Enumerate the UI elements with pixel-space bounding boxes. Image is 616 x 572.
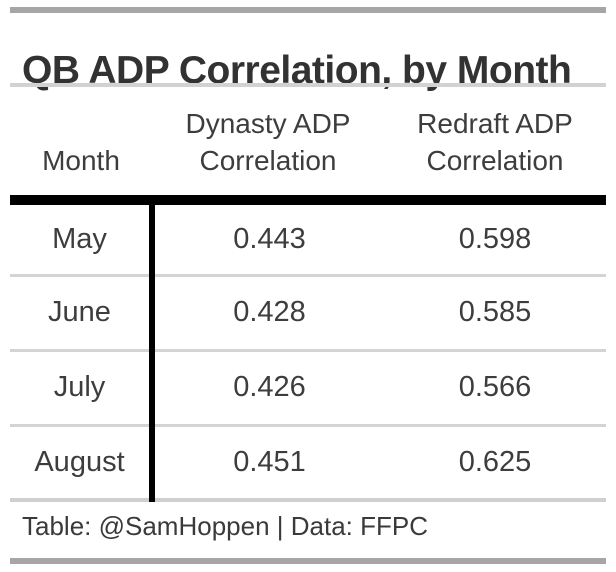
column-header-month: Month: [10, 87, 152, 205]
month-cell: May: [10, 200, 155, 275]
column-header-redraft: Redraft ADP Correlation: [384, 87, 606, 205]
dynasty-value-cell: 0.428: [152, 273, 384, 350]
redraft-value-cell: 0.566: [384, 348, 606, 425]
column-header-redraft-line1: Redraft ADP: [417, 108, 573, 139]
adp-correlation-table: Month Dynasty ADP Correlation Redraft AD…: [10, 87, 606, 502]
month-cell: July: [10, 348, 155, 425]
title-underline-rule: [10, 83, 606, 87]
column-header-month-label: Month: [42, 145, 120, 176]
redraft-value-cell: 0.598: [458, 222, 532, 255]
data-table-wrapper: Month Dynasty ADP Correlation Redraft AD…: [10, 87, 606, 502]
top-rule: [10, 7, 606, 13]
table-row-july: July 0.426 0.566: [10, 348, 606, 425]
column-header-dynasty: Dynasty ADP Correlation: [152, 87, 384, 205]
redraft-value-cell: 0.585: [384, 273, 606, 350]
dynasty-value-cell: 0.451: [152, 423, 384, 500]
bottom-rule: [10, 558, 606, 564]
column-header-dynasty-line2: Correlation: [199, 145, 337, 176]
month-cell: June: [10, 273, 155, 350]
table-row-may: May 0.443 0.598: [10, 200, 606, 275]
table-row-august: August 0.451 0.625: [10, 423, 606, 500]
header-row: Month Dynasty ADP Correlation Redraft AD…: [10, 87, 606, 205]
column-header-dynasty-line1: Dynasty ADP: [185, 108, 351, 139]
dynasty-value-cell: 0.443: [233, 222, 306, 255]
dynasty-value-cell: 0.426: [152, 348, 384, 425]
month-cell: August: [10, 423, 155, 500]
redraft-value-cell: 0.625: [384, 423, 606, 500]
column-header-redraft-line2: Correlation: [426, 145, 564, 176]
source-note: Table: @SamHoppen | Data: FFPC: [22, 511, 428, 541]
table-row-june: June 0.428 0.585: [10, 273, 606, 350]
